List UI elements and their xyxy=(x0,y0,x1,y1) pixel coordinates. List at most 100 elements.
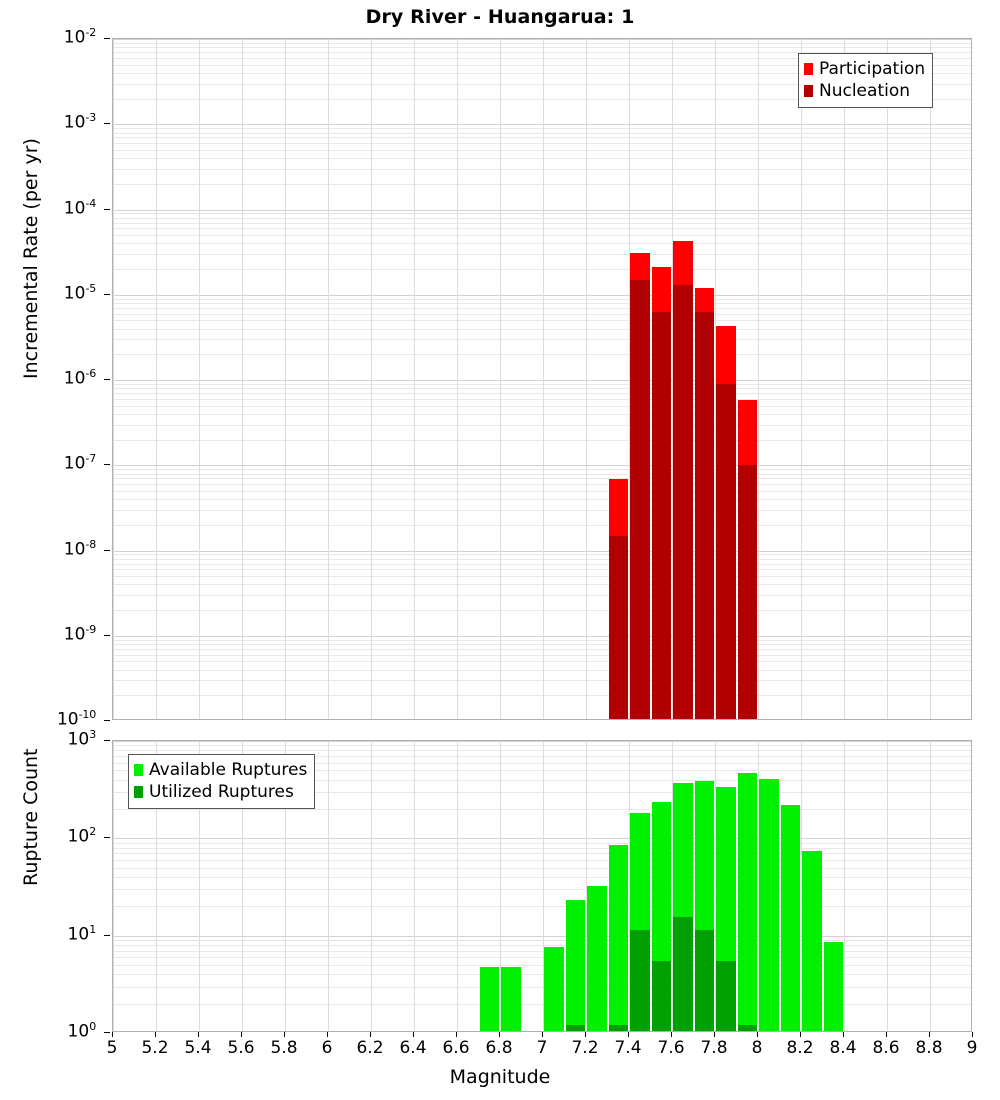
y-axis-tick-label: 10-2 xyxy=(63,26,96,48)
bar-nucleation xyxy=(737,465,757,719)
x-axis-tick-mark xyxy=(843,1032,844,1037)
x-axis-tick-label: 6.6 xyxy=(442,1038,470,1058)
legend-label-utilized-ruptures: Utilized Ruptures xyxy=(149,782,294,802)
x-axis-tick-label: 8.2 xyxy=(786,1038,814,1058)
x-axis-tick-mark xyxy=(413,1032,414,1037)
y-axis-tick-mark xyxy=(104,837,110,838)
y-axis-tick-label: 10-8 xyxy=(63,537,96,560)
bar-utilized-ruptures xyxy=(565,1025,585,1031)
top-y-axis-title: Incremental Rate (per yr) xyxy=(20,138,42,379)
x-axis-tick-mark xyxy=(456,1032,457,1037)
bar-available-ruptures xyxy=(608,844,628,1031)
x-axis-tick-mark xyxy=(370,1032,371,1037)
bar-available-ruptures xyxy=(544,946,564,1031)
bar-nucleation xyxy=(673,284,693,719)
x-axis-tick-label: 7 xyxy=(536,1038,548,1058)
x-axis-tick-label: 5.2 xyxy=(141,1038,169,1058)
y-axis-tick-label: 103 xyxy=(67,728,97,750)
bar-available-ruptures xyxy=(823,942,843,1031)
utilized-ruptures-swatch-icon xyxy=(134,786,143,798)
bar-available-ruptures xyxy=(479,967,499,1031)
legend-label-nucleation: Nucleation xyxy=(819,81,911,101)
bar-nucleation xyxy=(694,311,714,719)
x-axis-tick-mark xyxy=(671,1032,672,1037)
y-axis-tick-mark xyxy=(104,635,110,636)
y-axis-tick-label: 10-6 xyxy=(63,367,96,389)
available-ruptures-swatch-icon xyxy=(134,764,143,776)
x-axis-tick-label: 6.2 xyxy=(356,1038,384,1058)
bar-utilized-ruptures xyxy=(608,1025,628,1031)
y-axis-tick-mark xyxy=(104,464,110,465)
legend-label-participation: Participation xyxy=(819,59,926,79)
legend-item-nucleation: Nucleation xyxy=(804,80,925,102)
y-axis-tick-label: 10-3 xyxy=(63,111,96,133)
y-axis-tick-label: 100 xyxy=(67,1020,97,1042)
x-axis-tick-mark xyxy=(112,1032,113,1037)
x-axis-tick-label: 8.8 xyxy=(915,1038,943,1058)
legend-label-available-ruptures: Available Ruptures xyxy=(149,760,308,780)
x-axis-tick-mark xyxy=(714,1032,715,1037)
y-axis-tick-label: 102 xyxy=(67,825,97,847)
bar-available-ruptures xyxy=(780,804,800,1031)
bar-utilized-ruptures xyxy=(651,960,671,1031)
incremental-rate-plot xyxy=(112,38,972,720)
bar-available-ruptures xyxy=(565,900,585,1031)
x-axis-tick-mark xyxy=(585,1032,586,1037)
x-axis-tick-label: 5.8 xyxy=(270,1038,298,1058)
x-axis: 5 5.2 5.4 5.6 5.8 6 6.2 6.4 6.6 6.8 7 7.2 7.4 7.6 7.8 8… xyxy=(0,1032,1000,1072)
y-axis-tick-label: 10-9 xyxy=(63,622,96,645)
x-axis-tick-label: 5 xyxy=(106,1038,118,1058)
x-axis-tick-label: 6.8 xyxy=(485,1038,513,1058)
y-axis-tick-mark xyxy=(104,1032,110,1033)
y-axis-tick-mark xyxy=(104,550,110,551)
x-axis-tick-label: 7.2 xyxy=(571,1038,599,1058)
x-axis-tick-mark xyxy=(972,1032,973,1037)
bar-utilized-ruptures xyxy=(673,916,693,1031)
x-axis-tick-mark xyxy=(155,1032,156,1037)
bar-available-ruptures xyxy=(759,778,779,1031)
y-axis-tick-label: 10-4 xyxy=(63,196,96,219)
bar-nucleation xyxy=(608,536,628,719)
legend-item-participation: Participation xyxy=(804,58,925,80)
legend-item-available-ruptures: Available Ruptures xyxy=(134,759,307,781)
bar-available-ruptures xyxy=(737,772,757,1031)
x-axis-tick-label: 7.4 xyxy=(614,1038,642,1058)
x-axis-tick-label: 5.4 xyxy=(184,1038,212,1058)
x-axis-tick-mark xyxy=(800,1032,801,1037)
x-axis-tick-mark xyxy=(198,1032,199,1037)
bar-available-ruptures xyxy=(587,885,607,1031)
top-legend: Participation Nucleation xyxy=(798,53,934,108)
y-axis-tick-label: 10-7 xyxy=(63,452,96,474)
y-axis-tick-mark xyxy=(104,209,110,210)
y-axis-tick-mark xyxy=(104,379,110,380)
x-axis-tick-label: 6 xyxy=(321,1038,333,1058)
x-axis-tick-label: 9 xyxy=(966,1038,978,1058)
x-axis-tick-mark xyxy=(284,1032,285,1037)
y-axis-tick-label: 10-10 xyxy=(56,708,96,730)
x-axis-tick-mark xyxy=(757,1032,758,1037)
bottom-bars xyxy=(113,741,971,1031)
x-axis-tick-label: 7.8 xyxy=(700,1038,728,1058)
x-axis-tick-label: 8.6 xyxy=(872,1038,900,1058)
participation-swatch-icon xyxy=(804,63,813,75)
bar-utilized-ruptures xyxy=(694,929,714,1031)
y-axis-tick-mark xyxy=(104,38,110,39)
top-bars xyxy=(113,39,971,719)
bar-available-ruptures xyxy=(501,967,521,1031)
bottom-y-axis-title: Rupture Count xyxy=(20,748,42,887)
y-axis-tick-label: 10-5 xyxy=(63,281,96,304)
bar-utilized-ruptures xyxy=(630,929,650,1031)
x-axis-title: Magnitude xyxy=(449,1066,551,1088)
x-axis-tick-label: 7.6 xyxy=(657,1038,685,1058)
x-axis-tick-label: 6.4 xyxy=(399,1038,427,1058)
x-axis-tick-mark xyxy=(542,1032,543,1037)
bar-utilized-ruptures xyxy=(737,1025,757,1031)
x-axis-tick-label: 8 xyxy=(751,1038,763,1058)
y-axis-tick-mark xyxy=(104,123,110,124)
x-axis-tick-label: 5.6 xyxy=(227,1038,255,1058)
bar-nucleation xyxy=(651,311,671,719)
bar-nucleation xyxy=(630,280,650,719)
y-axis-tick-mark xyxy=(104,294,110,295)
y-axis-tick-mark xyxy=(104,740,110,741)
